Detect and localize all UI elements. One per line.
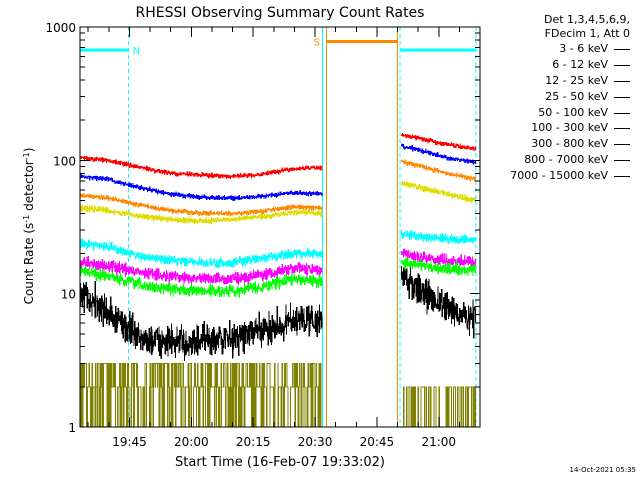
y-axis-label: Count Rate (s-1 detector-1) (22, 148, 37, 305)
x-axis-label: Start Time (16-Feb-07 19:33:02) (175, 455, 385, 470)
legend-entry: 6 - 12 keV (482, 57, 638, 73)
series-line (401, 159, 477, 182)
generation-timestamp: 14-Oct-2021 05:35 (569, 466, 636, 474)
series-line (79, 265, 323, 298)
series-line (79, 362, 323, 428)
series-line (401, 229, 477, 245)
legend-header-line-2: FDecim 1, Att 0 (544, 27, 630, 40)
series-line (401, 180, 477, 204)
series-line (79, 173, 323, 201)
series-line (79, 155, 323, 180)
legend-entry: 800 - 7000 keV (482, 152, 638, 168)
plot-frame (79, 26, 481, 428)
axis-layer: 1 10 100 1000 19:45 20:00 20:15 20:30 20:45 21:00 (45, 21, 481, 449)
mode-label: S (314, 37, 320, 48)
legend-entry: 7000 - 15000 keV (482, 168, 638, 184)
legend-entry: 300 - 800 keV (482, 136, 638, 152)
series-line (401, 248, 477, 269)
x-tick-label: 21:00 (421, 435, 456, 449)
series-line (401, 264, 477, 339)
series-line (79, 205, 323, 225)
x-tick-label: 20:15 (236, 435, 271, 449)
series-line (79, 238, 323, 269)
series-line (79, 256, 323, 285)
x-tick-label: 20:00 (174, 435, 209, 449)
legend-entry: 25 - 50 keV (482, 89, 638, 105)
series-line (401, 133, 477, 151)
y-tick-label: 10 (61, 288, 76, 302)
series-line (79, 193, 323, 217)
legend-entry: 50 - 100 keV (482, 105, 638, 121)
mode-label: N (133, 46, 140, 57)
data-layer (79, 133, 477, 428)
series-line (401, 257, 477, 277)
legend-entry: 12 - 25 keV (482, 73, 638, 89)
y-tick-label: 1 (68, 421, 76, 435)
chart-title: RHESSI Observing Summary Count Rates (136, 5, 425, 21)
series-line (79, 281, 323, 362)
legend: Det 1,3,4,5,6,9, FDecim 1, Att 0 3 - 6 k… (482, 13, 638, 184)
y-tick-label: 1000 (45, 21, 76, 35)
x-tick-label: 19:45 (112, 435, 147, 449)
legend-header-line-1: Det 1,3,4,5,6,9, (543, 13, 630, 26)
series-line (401, 143, 477, 165)
y-tick-label: 100 (53, 154, 76, 168)
x-tick-label: 20:45 (360, 435, 395, 449)
legend-entry: 3 - 6 keV (482, 41, 638, 57)
legend-entry: 100 - 300 keV (482, 120, 638, 136)
x-tick-label: 20:30 (298, 435, 333, 449)
